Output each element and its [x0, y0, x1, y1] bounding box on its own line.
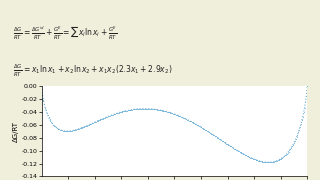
Y-axis label: ΔG/RT: ΔG/RT — [13, 121, 19, 142]
Text: $\frac{\Delta G}{RT} = \frac{\Delta G^{id}}{RT} + \frac{G^E}{RT} = \sum x_i \ln : $\frac{\Delta G}{RT} = \frac{\Delta G^{i… — [12, 24, 117, 42]
Text: $\frac{\Delta G}{RT} = x_1 \ln x_1 + x_2 \ln x_2 + x_1 x_2 (2.3 x_1 + 2.9 x_2)$: $\frac{\Delta G}{RT} = x_1 \ln x_1 + x_2… — [12, 63, 172, 79]
